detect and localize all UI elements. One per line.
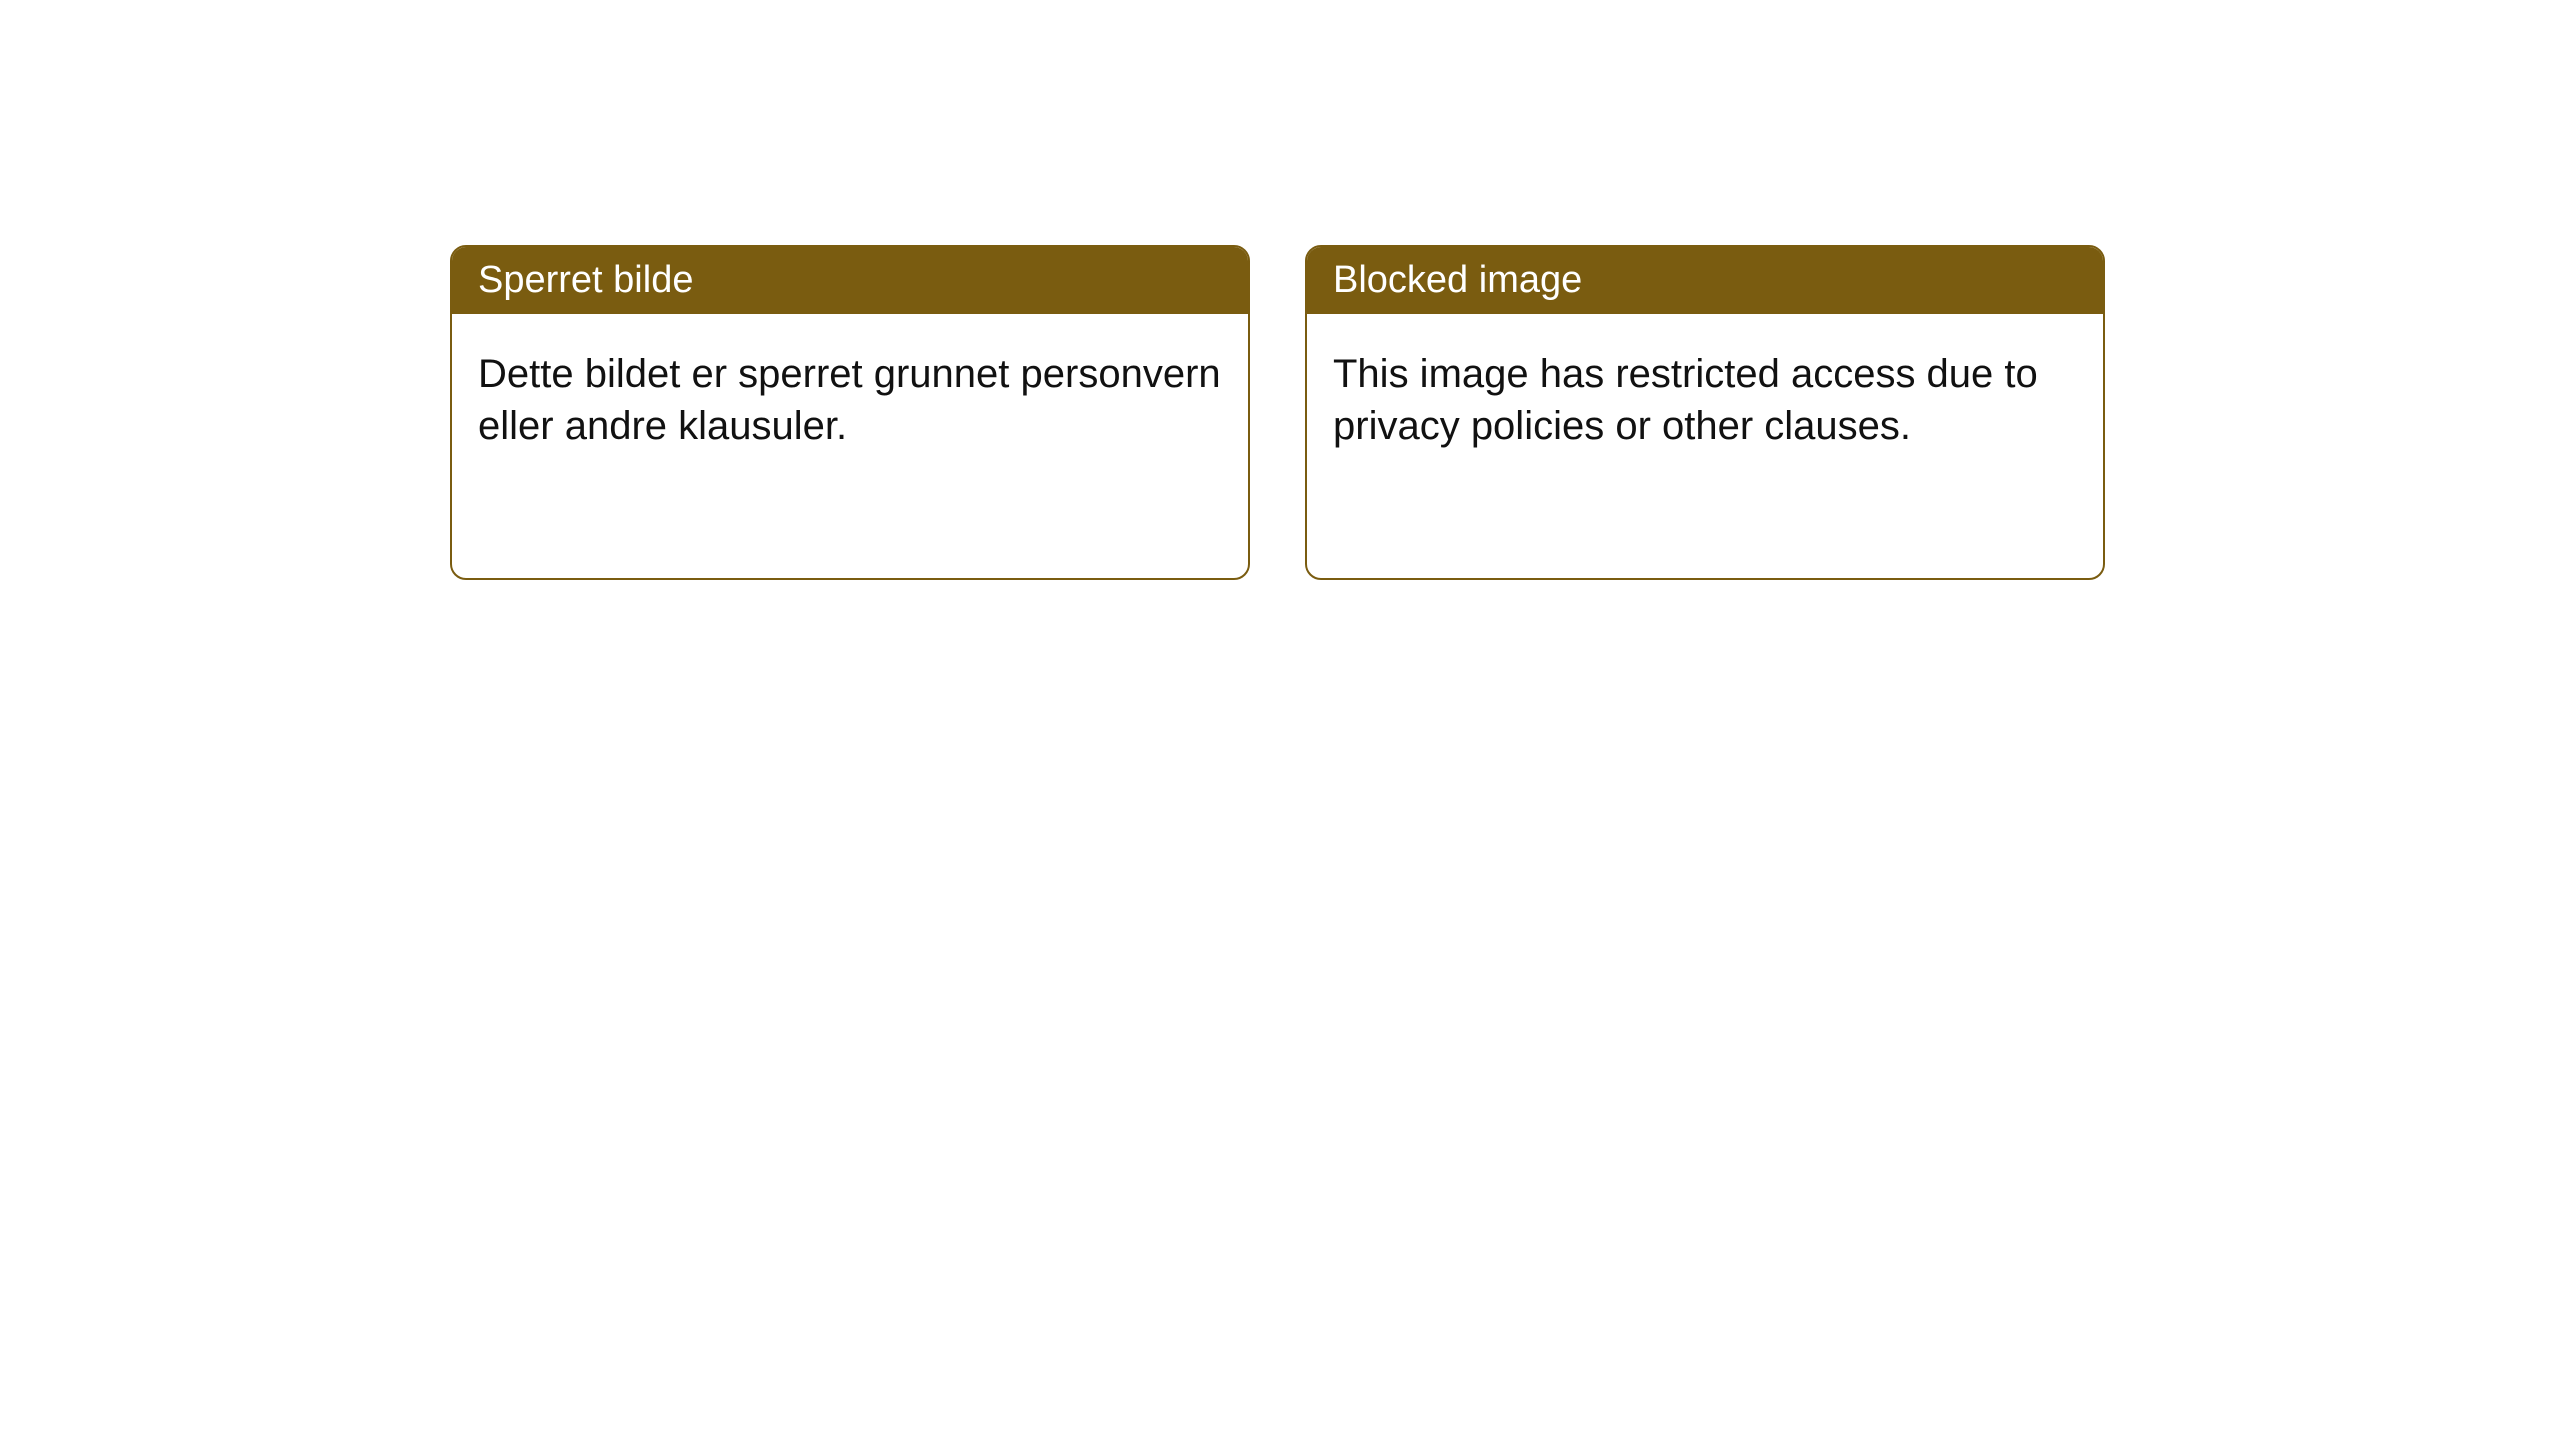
notice-cards-container: Sperret bilde Dette bildet er sperret gr… bbox=[450, 245, 2105, 580]
card-title-english: Blocked image bbox=[1307, 247, 2103, 314]
card-body-english: This image has restricted access due to … bbox=[1307, 314, 2103, 486]
card-title-norwegian: Sperret bilde bbox=[452, 247, 1248, 314]
notice-card-english: Blocked image This image has restricted … bbox=[1305, 245, 2105, 580]
card-body-norwegian: Dette bildet er sperret grunnet personve… bbox=[452, 314, 1248, 486]
notice-card-norwegian: Sperret bilde Dette bildet er sperret gr… bbox=[450, 245, 1250, 580]
